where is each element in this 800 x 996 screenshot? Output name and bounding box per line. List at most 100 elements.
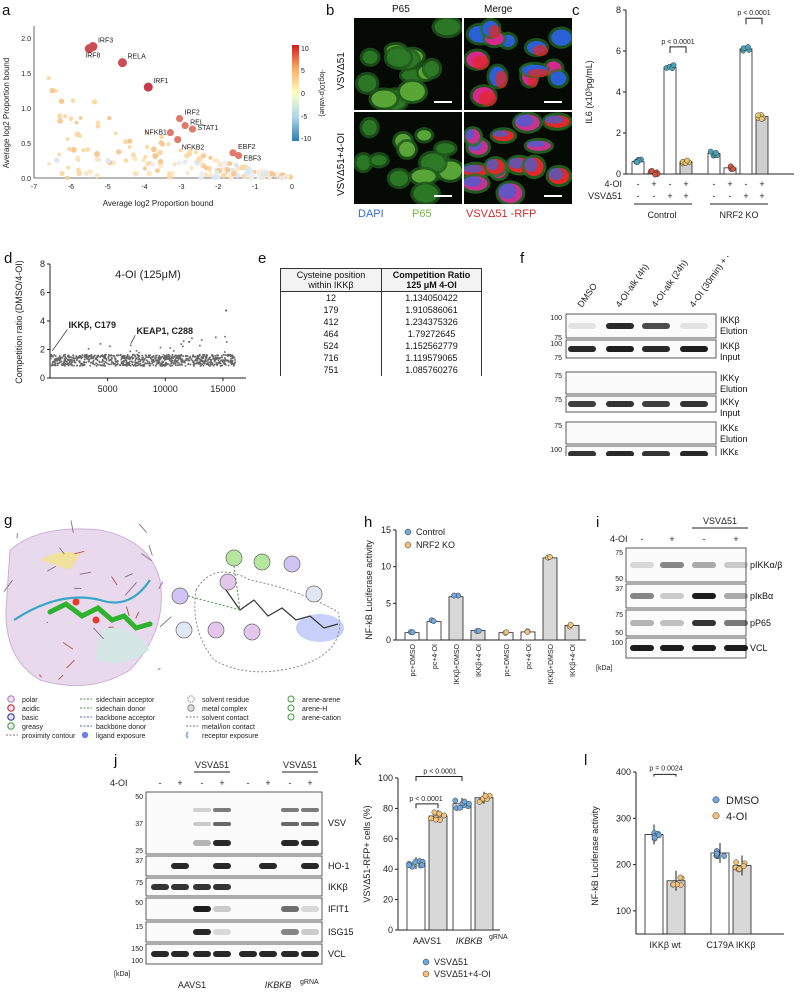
band: [692, 593, 716, 599]
p-value: p < 0.0001: [737, 10, 770, 17]
data-point: [209, 363, 212, 365]
replicate-point: [677, 874, 684, 881]
data-point: [153, 360, 156, 363]
data-point: [140, 358, 143, 361]
data-point: [132, 354, 134, 357]
data-point: [175, 364, 177, 367]
data-point: [59, 171, 65, 177]
data-point: [168, 356, 171, 359]
data-point: [151, 360, 153, 363]
replicate-point: [721, 853, 727, 859]
data-point: [171, 354, 174, 357]
table-row: 464 1.79272645: [280, 328, 482, 340]
data-point: [161, 355, 163, 358]
band: [630, 645, 654, 651]
band: [642, 323, 670, 329]
x-tick-label: pc+4-OI: [526, 644, 533, 669]
data-point: [138, 351, 140, 354]
replicate-point: [670, 881, 677, 888]
data-point: [207, 173, 212, 178]
band: [171, 951, 189, 957]
data-point: [211, 362, 214, 365]
data-point: [129, 350, 132, 353]
highlighted-point: [174, 135, 182, 144]
annotation-line: [130, 335, 136, 344]
data-point: [155, 354, 158, 357]
dapi-signal: [464, 176, 482, 187]
data-point: [111, 160, 116, 166]
dapi-signal: [498, 183, 517, 199]
data-point: [68, 356, 71, 359]
data-point: [99, 356, 101, 358]
data-point: [232, 364, 235, 367]
table-cell: 12: [280, 291, 382, 304]
data-point: [103, 357, 105, 360]
data-point: [177, 362, 180, 364]
residue-stick: [124, 582, 137, 596]
data-point: [224, 363, 227, 366]
band: [568, 346, 596, 352]
data-point: [148, 364, 151, 367]
y-tick-label: 100: [378, 773, 393, 783]
data-point: [180, 361, 182, 363]
data-point: [156, 362, 158, 364]
table-row: 12 1.134050422: [280, 291, 482, 304]
replicate-point: [567, 621, 574, 628]
data-point: [63, 114, 67, 119]
header-vsv: VSVΔ51: [195, 760, 229, 770]
band: [281, 906, 299, 912]
band: [151, 951, 169, 957]
data-point: [204, 358, 207, 360]
data-point: [109, 359, 112, 361]
data-point: [244, 170, 251, 176]
band: [642, 401, 670, 407]
data-point: [225, 341, 228, 343]
data-point: [203, 354, 206, 356]
data-point: [143, 365, 146, 367]
data-point: [152, 355, 155, 358]
significance-bracket: [653, 773, 677, 777]
x-tick-label: 10000: [153, 384, 178, 394]
legend-label: arene-arene: [302, 697, 340, 704]
data-point: [190, 358, 193, 360]
data-point: [145, 354, 148, 357]
data-point: [201, 354, 204, 356]
treatment-label: -: [159, 778, 162, 788]
data-point: [198, 354, 201, 356]
data-point: [152, 361, 155, 363]
panel-label-h: h: [364, 514, 373, 531]
data-point: [101, 358, 104, 361]
band: [193, 884, 211, 890]
data-point: [207, 358, 209, 361]
row-label-4oi: 4-OI: [110, 778, 128, 788]
mw-marker: 75: [615, 612, 623, 619]
data-point: [78, 361, 81, 364]
data-point: [57, 113, 63, 119]
data-point: [233, 363, 235, 366]
band: [213, 840, 231, 846]
data-point: [199, 360, 202, 362]
y-tick-label: 0: [388, 925, 393, 935]
cell-nucleus: [399, 81, 425, 101]
data-point: [124, 359, 126, 362]
data-point: [134, 355, 137, 358]
dapi-signal: [465, 129, 475, 140]
data-point: [163, 359, 166, 361]
data-point: [145, 362, 148, 365]
significance-bracket: [745, 17, 763, 25]
point-label: STAT1: [197, 125, 218, 132]
data-point: [121, 357, 123, 360]
data-point: [54, 355, 57, 357]
data-point: [143, 155, 148, 160]
data-point: [164, 365, 166, 367]
data-point: [176, 360, 178, 362]
data-point: [136, 364, 139, 367]
data-point: [146, 170, 153, 177]
data-point: [188, 148, 193, 152]
data-point: [159, 357, 162, 360]
treatment-vsv: -: [729, 191, 732, 201]
data-point: [92, 359, 95, 362]
data-point: [230, 357, 232, 360]
band: [213, 951, 231, 957]
data-point: [215, 356, 217, 359]
